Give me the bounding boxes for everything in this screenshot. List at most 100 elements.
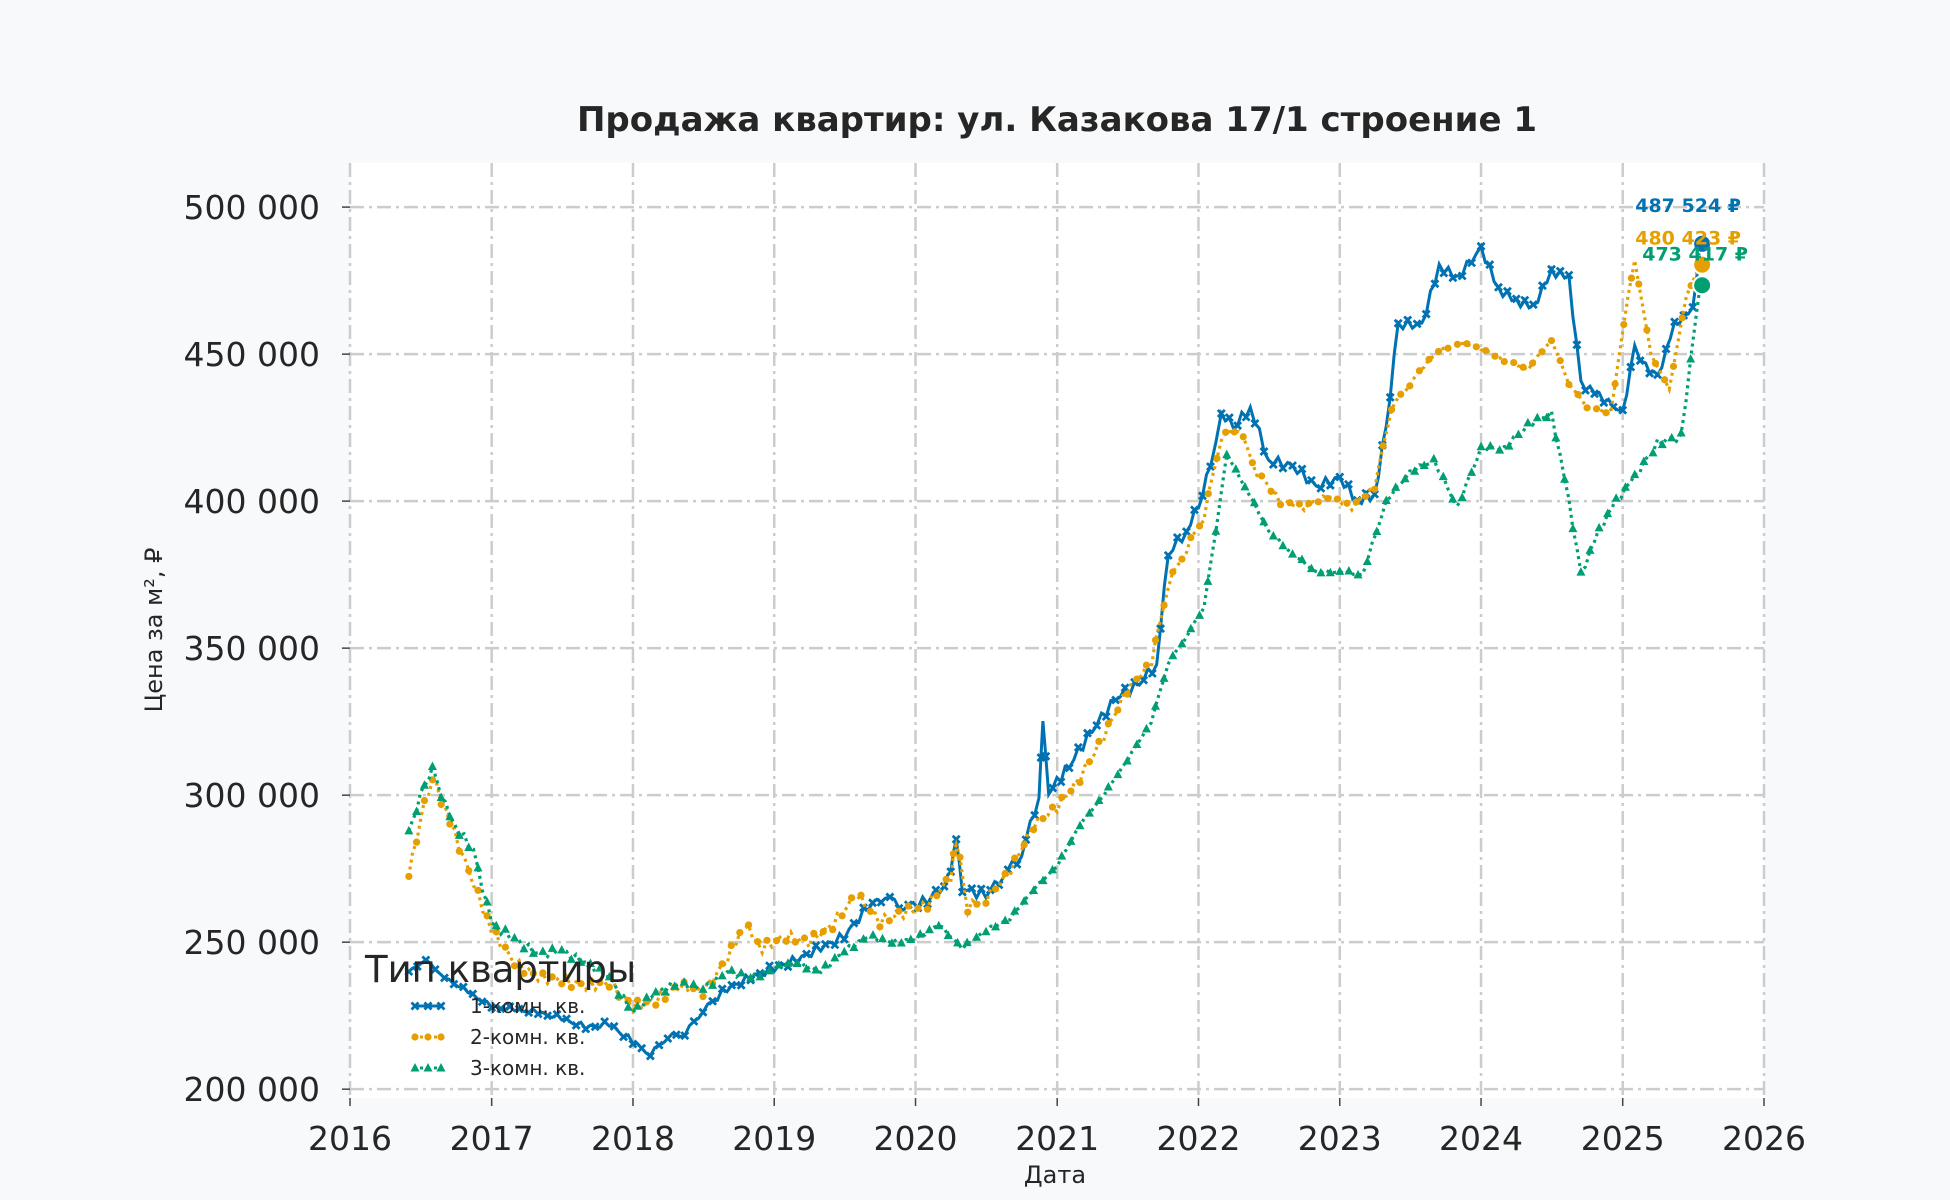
data-point bbox=[868, 898, 878, 908]
data-point bbox=[449, 979, 459, 989]
data-point bbox=[1542, 412, 1552, 422]
data-point bbox=[1467, 467, 1477, 476]
data-point bbox=[1574, 390, 1582, 399]
data-point bbox=[1041, 751, 1051, 761]
series-group bbox=[404, 239, 1705, 1061]
data-point bbox=[614, 990, 624, 999]
data-point bbox=[1667, 432, 1677, 442]
data-point bbox=[1151, 636, 1160, 644]
data-point bbox=[571, 1020, 581, 1030]
data-point bbox=[1425, 355, 1433, 363]
data-point bbox=[1485, 260, 1495, 270]
data-point bbox=[991, 885, 1000, 893]
data-point bbox=[1204, 490, 1212, 498]
data-point bbox=[1278, 540, 1288, 550]
data-point bbox=[1306, 563, 1316, 573]
data-point bbox=[496, 1004, 506, 1014]
data-point bbox=[1172, 532, 1182, 542]
data-point bbox=[829, 926, 837, 934]
data-point bbox=[1056, 777, 1066, 787]
data-point bbox=[1231, 464, 1241, 473]
data-point bbox=[1388, 406, 1396, 414]
data-point bbox=[689, 1016, 699, 1026]
data-point bbox=[1620, 482, 1630, 491]
data-point bbox=[981, 926, 991, 936]
end-value-label: 473 417 ₽ bbox=[1642, 243, 1748, 265]
data-point bbox=[876, 897, 886, 907]
data-point bbox=[1288, 549, 1298, 558]
data-point bbox=[1306, 475, 1316, 485]
data-point bbox=[868, 930, 878, 939]
data-point bbox=[1476, 441, 1486, 451]
data-point bbox=[1491, 352, 1499, 360]
end-point-marker bbox=[1692, 275, 1713, 296]
data-point bbox=[877, 933, 887, 943]
data-point bbox=[923, 905, 932, 913]
data-point bbox=[1122, 756, 1132, 765]
data-point bbox=[1421, 309, 1431, 319]
legend-marker bbox=[410, 1001, 420, 1011]
x-tick-label: 2018 bbox=[591, 1119, 675, 1158]
data-point bbox=[1430, 279, 1440, 289]
data-point bbox=[1568, 523, 1578, 533]
data-point bbox=[1370, 485, 1379, 493]
data-point bbox=[566, 954, 576, 963]
data-point bbox=[1343, 499, 1351, 507]
data-point bbox=[1434, 347, 1443, 356]
data-point bbox=[914, 904, 922, 912]
data-point bbox=[514, 1004, 524, 1014]
data-point bbox=[1039, 814, 1047, 823]
data-point bbox=[557, 945, 567, 954]
y-tick-label: 250 000 bbox=[184, 923, 320, 962]
data-point bbox=[755, 971, 765, 981]
data-point bbox=[1259, 516, 1269, 526]
data-point bbox=[1410, 466, 1420, 475]
data-point bbox=[1335, 566, 1345, 575]
data-point bbox=[412, 806, 422, 816]
y-axis-label: Цена за м², ₽ bbox=[140, 548, 168, 713]
data-point bbox=[1114, 706, 1122, 714]
data-point bbox=[1286, 499, 1294, 507]
data-point bbox=[1585, 545, 1595, 554]
data-point bbox=[956, 853, 964, 861]
data-point bbox=[1476, 241, 1486, 251]
data-point bbox=[1203, 576, 1213, 585]
data-point bbox=[1160, 601, 1168, 609]
data-point bbox=[1297, 554, 1307, 564]
data-point bbox=[1513, 429, 1523, 439]
legend-marker bbox=[411, 1033, 419, 1041]
data-point bbox=[1444, 344, 1452, 352]
data-point bbox=[1335, 472, 1345, 482]
data-point bbox=[1249, 497, 1259, 507]
data-point bbox=[943, 930, 953, 940]
data-point bbox=[445, 811, 455, 821]
data-point bbox=[491, 920, 501, 930]
data-point bbox=[1583, 404, 1591, 412]
data-point bbox=[1132, 739, 1142, 749]
data-point bbox=[1453, 340, 1462, 348]
data-point bbox=[458, 982, 468, 992]
data-point bbox=[524, 1008, 534, 1018]
data-point bbox=[736, 928, 744, 937]
data-point bbox=[1048, 783, 1058, 793]
data-point bbox=[1250, 419, 1260, 429]
data-point bbox=[1523, 417, 1533, 427]
data-point bbox=[830, 952, 840, 962]
data-point bbox=[670, 981, 680, 990]
data-point bbox=[671, 1030, 681, 1040]
data-point bbox=[1064, 763, 1074, 773]
data-point bbox=[964, 908, 972, 916]
data-point bbox=[1268, 460, 1278, 470]
data-point bbox=[1412, 319, 1422, 329]
legend-marker bbox=[437, 1033, 445, 1041]
data-point bbox=[1602, 409, 1610, 417]
data-point bbox=[1095, 737, 1103, 746]
data-point bbox=[436, 792, 446, 801]
data-point bbox=[1500, 357, 1508, 366]
x-axis-label: Дата bbox=[1024, 1161, 1086, 1189]
data-point bbox=[887, 938, 897, 947]
data-point bbox=[1278, 463, 1288, 473]
y-tick-label: 350 000 bbox=[184, 629, 320, 668]
data-point bbox=[1141, 723, 1151, 733]
